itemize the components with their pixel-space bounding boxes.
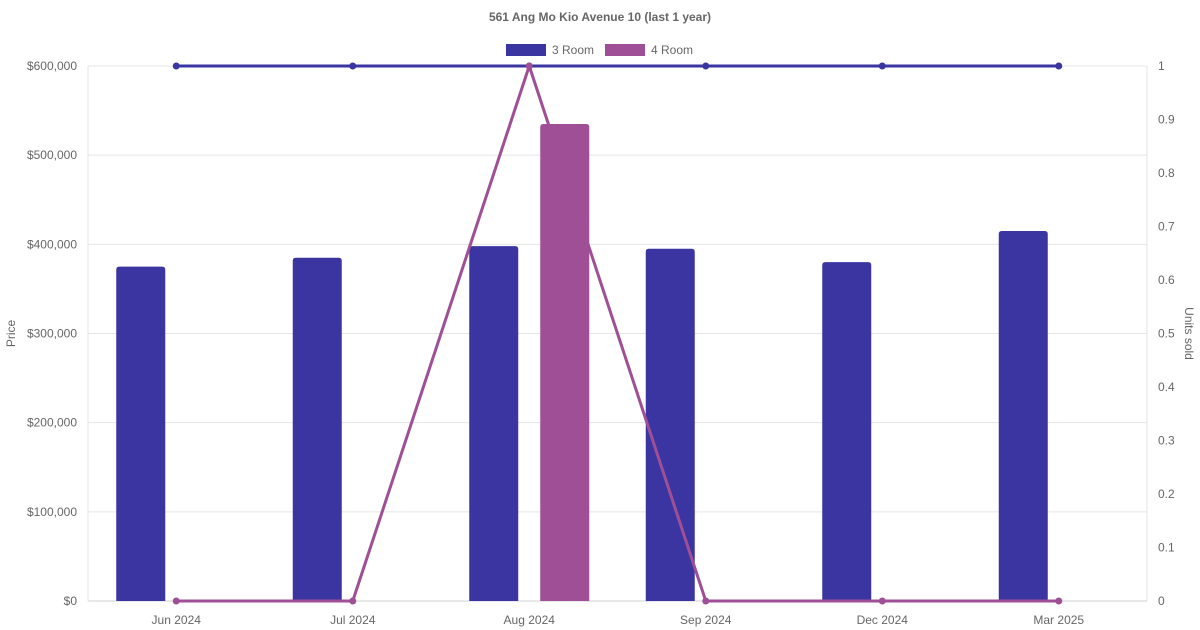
bar-3-room [469, 246, 519, 601]
y-left-axis-title: Price [4, 320, 18, 348]
point-4-room-units [1055, 597, 1063, 605]
y-left-tick-label: $200,000 [27, 416, 77, 430]
point-3-room-units [702, 62, 710, 70]
y-right-tick-label: 0.2 [1158, 487, 1175, 501]
y-right-tick-label: 0.5 [1158, 327, 1175, 341]
legend-swatch-3-room [506, 44, 546, 56]
y-left-tick-label: $600,000 [27, 59, 77, 73]
y-left-tick-label: $400,000 [27, 237, 77, 251]
bar-3-room [998, 230, 1048, 602]
point-3-room-units [172, 62, 180, 70]
y-right-tick-label: 0.8 [1158, 166, 1175, 180]
point-3-room-units [878, 62, 886, 70]
legend-label-3-room: 3 Room [552, 43, 594, 57]
y-right-tick-label: 0.3 [1158, 434, 1175, 448]
point-4-room-units [349, 597, 357, 605]
point-4-room-units [172, 597, 180, 605]
x-tick-label: Aug 2024 [504, 613, 556, 627]
y-right-tick-label: 0.9 [1158, 113, 1175, 127]
x-tick-label: Dec 2024 [857, 613, 909, 627]
y-right-axis-title: Units sold [1182, 307, 1196, 360]
bar-3-room [116, 266, 166, 601]
x-tick-label: Jun 2024 [152, 613, 202, 627]
y-right-tick-label: 0.1 [1158, 541, 1175, 555]
y-left-tick-label: $300,000 [27, 327, 77, 341]
x-tick-label: Jul 2024 [330, 613, 376, 627]
y-right-tick-label: 0 [1158, 594, 1165, 608]
line-4-room-units [176, 64, 1059, 603]
y-right-tick-label: 0.7 [1158, 220, 1175, 234]
chart-title: 561 Ang Mo Kio Avenue 10 (last 1 year) [489, 10, 711, 24]
bar-3-room [822, 262, 872, 601]
x-tick-label: Sep 2024 [680, 613, 732, 627]
y-right-tick-label: 0.6 [1158, 273, 1175, 287]
point-4-room-units [878, 597, 886, 605]
bar-4-room [540, 123, 590, 601]
point-4-room-units [702, 597, 710, 605]
point-4-room-units [525, 62, 533, 70]
y-right-tick-label: 1 [1158, 59, 1165, 73]
y-left-tick-label: $0 [64, 594, 78, 608]
point-3-room-units [349, 62, 357, 70]
bar-3-room [645, 248, 695, 601]
y-left-tick-label: $500,000 [27, 148, 77, 162]
y-left-tick-label: $100,000 [27, 505, 77, 519]
x-tick-label: Mar 2025 [1033, 613, 1084, 627]
point-3-room-units [1055, 62, 1063, 70]
legend-label-4-room: 4 Room [651, 43, 693, 57]
bar-3-room [292, 257, 342, 601]
legend-swatch-4-room [605, 44, 645, 56]
y-right-tick-label: 0.4 [1158, 380, 1175, 394]
